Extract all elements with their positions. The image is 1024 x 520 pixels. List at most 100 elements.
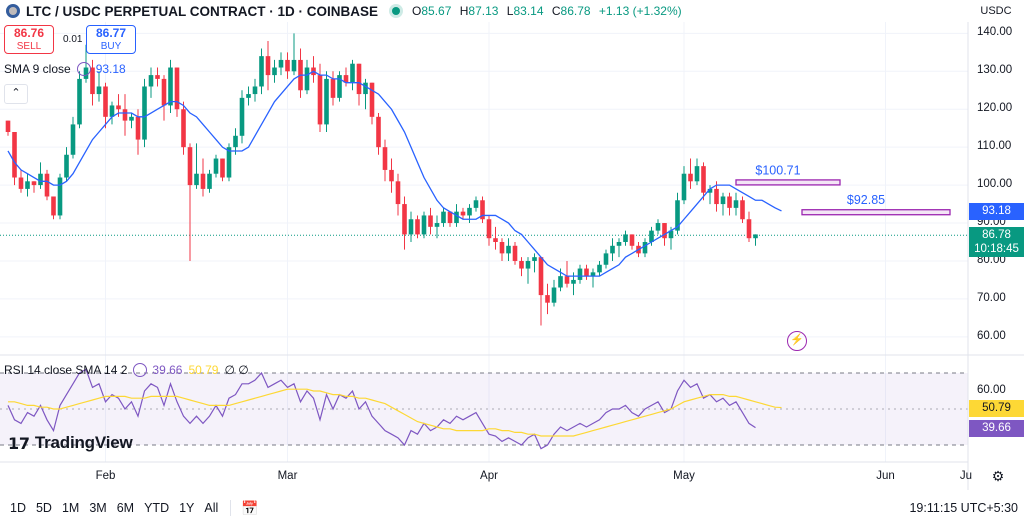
candle-up	[246, 94, 251, 98]
candle-down	[564, 276, 570, 284]
candle-down	[512, 245, 518, 261]
candle-up	[194, 173, 199, 186]
candle-down	[12, 132, 17, 178]
time-axis-tick: Jun	[876, 470, 895, 482]
symbol-title[interactable]: LTC / USDC PERPETUAL CONTRACT · 1D · COI…	[26, 3, 379, 19]
candle-up	[642, 242, 648, 254]
candle-down	[486, 219, 492, 239]
candle-up	[506, 245, 511, 254]
open-label: O	[412, 4, 422, 18]
candle-up	[707, 188, 713, 193]
price-axis-tick: 110.00	[977, 140, 1012, 153]
rsi-legend-label: RSI 14 close SMA 14 2	[4, 363, 128, 377]
candle-up	[753, 234, 758, 239]
candle-down	[5, 120, 11, 132]
candle-down	[155, 75, 160, 79]
candle-up	[668, 230, 674, 239]
candle-up	[597, 264, 602, 273]
candle-up	[551, 287, 557, 303]
go-to-date-icon[interactable]: 📅	[241, 499, 259, 516]
candle-up	[610, 245, 615, 254]
candle-down	[746, 219, 752, 239]
sma-price-tag: 93.18	[969, 203, 1024, 220]
collapse-legend-button[interactable]: ⌃	[4, 84, 28, 104]
candle-down	[343, 75, 349, 83]
level-92-85-box[interactable]	[801, 209, 951, 216]
candle-up	[109, 105, 115, 117]
market-status-icon	[392, 7, 401, 15]
rsi-band	[0, 373, 968, 445]
candle-series	[5, 33, 758, 326]
rsi-sma-legend-value: 50.79	[188, 363, 219, 377]
bottom-toolbar: 1D 5D 1M 3M 6M YTD 1Y All 📅 19:11:15 UTC…	[0, 496, 1024, 520]
timeframe-1m[interactable]: 1M	[61, 501, 80, 515]
candle-up	[616, 242, 622, 246]
indicator-settings-icon[interactable]	[76, 62, 91, 76]
candle-up	[720, 196, 726, 205]
candle-up	[38, 173, 43, 186]
high-value: 87.13	[468, 4, 499, 18]
timeframe-6m[interactable]: 6M	[116, 501, 135, 515]
candle-up	[532, 257, 537, 261]
candle-down	[18, 177, 24, 189]
candle-down	[187, 147, 193, 186]
litecoin-logo-icon	[6, 4, 20, 18]
candle-down	[44, 173, 50, 197]
low-label: L	[506, 4, 514, 18]
candle-down	[701, 166, 706, 193]
candle-down	[31, 181, 37, 186]
rsi-tag: 39.66	[969, 420, 1024, 437]
candle-down	[740, 200, 745, 220]
time-axis-tick: Apr	[480, 470, 498, 482]
rsi-legend[interactable]: RSI 14 close SMA 14 2 39.66 50.79 ∅ ∅	[4, 363, 249, 377]
candle-up	[233, 135, 238, 148]
rsi-empty-values: ∅ ∅	[224, 363, 249, 377]
last-price-tag: 86.78 10:18:45	[969, 227, 1024, 257]
candle-down	[389, 169, 394, 182]
open-value: 85.67	[421, 4, 452, 18]
candle-down	[382, 147, 388, 170]
candle-down	[356, 63, 362, 95]
candle-up	[577, 268, 583, 280]
timeframe-ytd[interactable]: YTD	[144, 501, 170, 515]
currency-selector[interactable]: USDC	[980, 5, 1012, 17]
indicator-settings-icon[interactable]	[133, 363, 148, 377]
candle-up	[603, 253, 609, 265]
timeframe-all[interactable]: All	[204, 501, 219, 515]
brand-name: TradingView	[34, 433, 133, 452]
level-92-85-label: $92.85	[847, 193, 885, 207]
sell-label: SELL	[16, 41, 42, 52]
flash-icon[interactable]: ⚡	[787, 331, 807, 351]
gear-icon[interactable]: ⚙	[991, 468, 1005, 484]
candle-up	[57, 177, 63, 216]
candle-up	[259, 56, 264, 87]
sell-price: 86.76	[13, 26, 45, 40]
chart-header: LTC / USDC PERPETUAL CONTRACT · 1D · COI…	[0, 0, 682, 22]
clock-timezone[interactable]: 19:11:15 UTC+5:30	[909, 501, 1018, 515]
candle-up	[77, 78, 82, 125]
level-100-71-box[interactable]	[735, 179, 841, 186]
timeframe-3m[interactable]: 3M	[89, 501, 107, 515]
timeframe-1d[interactable]: 1D	[10, 501, 26, 515]
sell-button[interactable]: 86.76 SELL	[4, 25, 54, 54]
candle-down	[428, 215, 433, 227]
price-axis-tick: 100.00	[977, 178, 1013, 191]
candle-up	[681, 173, 687, 201]
price-axis-tick: 140.00	[977, 26, 1013, 39]
timeframe-5d[interactable]: 5D	[35, 501, 52, 515]
candle-up	[558, 276, 563, 288]
price-annotations[interactable]: $100.71 $92.85	[735, 163, 951, 216]
bar-countdown: 10:18:45	[974, 243, 1019, 255]
candle-down	[122, 109, 128, 121]
candle-down	[161, 78, 167, 106]
timeframe-1y[interactable]: 1Y	[179, 501, 195, 515]
candle-up	[129, 116, 134, 121]
last-price-value: 86.78	[982, 229, 1011, 241]
sma-legend[interactable]: SMA 9 close 93.18	[4, 62, 126, 76]
time-axis-tick: Mar	[277, 470, 298, 482]
close-value: 86.78	[560, 4, 591, 18]
close-label: C	[551, 4, 561, 18]
buy-button[interactable]: 86.77 BUY	[86, 25, 136, 54]
buy-label: BUY	[100, 41, 122, 52]
